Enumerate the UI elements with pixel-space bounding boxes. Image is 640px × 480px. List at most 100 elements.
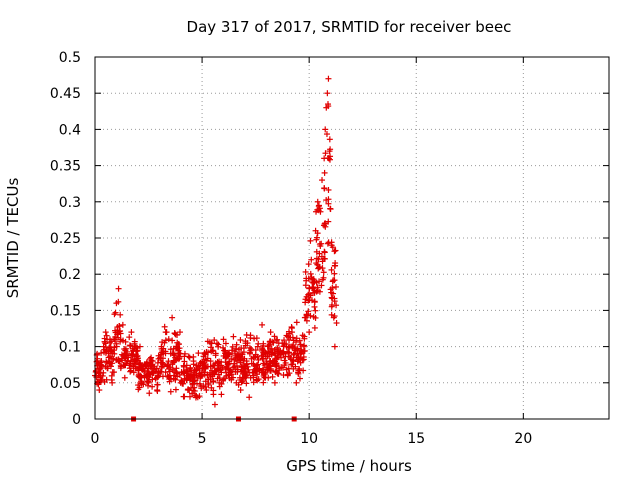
data-point [145,379,152,386]
data-point [233,362,240,369]
data-point [246,394,253,401]
data-point [218,391,225,398]
y-tick-label: 0.25 [50,231,81,247]
data-point [136,384,143,391]
data-point [149,376,156,383]
data-point [210,347,217,354]
data-point [112,309,119,316]
data-point [302,282,309,289]
data-point [314,284,321,291]
plot-frame [94,56,610,420]
data-point [305,275,312,282]
data-point [305,308,312,315]
data-point [233,379,240,386]
data-point [172,354,179,361]
data-point [235,346,242,353]
data-point [301,347,308,354]
data-point [169,359,176,366]
data-point [166,378,173,385]
grid-layer [95,57,609,419]
data-point [265,374,272,381]
data-point [209,367,216,374]
data-point [322,223,329,230]
data-point [266,338,273,345]
data-point [121,374,128,381]
data-point [306,329,313,336]
data-point [92,368,99,375]
data-point [313,279,320,286]
data-point [164,361,171,368]
data-point [109,379,116,386]
data-point [151,363,158,370]
y-axis-label: SRMTID / TECUs [4,178,22,299]
data-point [126,334,133,341]
data-point [305,297,312,304]
data-point [316,250,323,257]
data-point [331,343,338,350]
data-point [333,302,340,309]
data-point [296,375,303,382]
data-point [174,339,181,346]
data-point [264,353,271,360]
data-point [169,337,176,344]
data-point [323,104,330,111]
data-point [313,234,320,241]
data-point [325,186,332,193]
data-point [290,357,297,364]
data-point [330,314,337,321]
data-point [115,285,122,292]
data-point [255,376,262,383]
data-point [221,347,228,354]
data-point [186,387,193,394]
data-point [133,348,140,355]
data-point [200,353,207,360]
data-point [307,237,314,244]
y-tick-label: 0.35 [50,159,81,175]
data-point [206,339,213,346]
data-point [119,357,126,364]
data-point [315,256,322,263]
data-point [195,350,202,357]
data-point [111,344,118,351]
data-point [154,373,161,380]
data-point [211,337,218,344]
data-point [321,255,328,262]
data-point [194,394,201,401]
data-point [251,366,258,373]
data-point [96,387,103,394]
data-point [316,288,323,295]
data-point [291,350,298,357]
x-tick-label: 15 [407,431,425,447]
data-point [237,387,244,394]
data-point [292,363,299,370]
y-tick-label: 0.45 [50,86,81,102]
data-point [237,336,244,343]
data-point [146,390,153,397]
data-point [117,336,124,343]
data-point [214,359,221,366]
data-point [243,380,250,387]
data-point [280,350,287,357]
data-point [329,284,336,291]
data-point [293,319,300,326]
data-point [211,401,218,408]
data-point [245,366,252,373]
data-point [285,344,292,351]
data-point [101,346,108,353]
data-point [116,358,123,365]
data-point [299,357,306,364]
data-point [126,342,133,349]
data-point [169,314,176,321]
data-point [166,372,173,379]
data-point [332,247,339,254]
data-point [131,356,138,363]
data-point [112,334,119,341]
data-point [269,373,276,380]
data-point [270,339,277,346]
data-point [288,343,295,350]
data-point [232,354,239,361]
data-point [253,362,260,369]
data-point [225,351,232,358]
data-point [232,368,239,375]
data-point [228,355,235,362]
